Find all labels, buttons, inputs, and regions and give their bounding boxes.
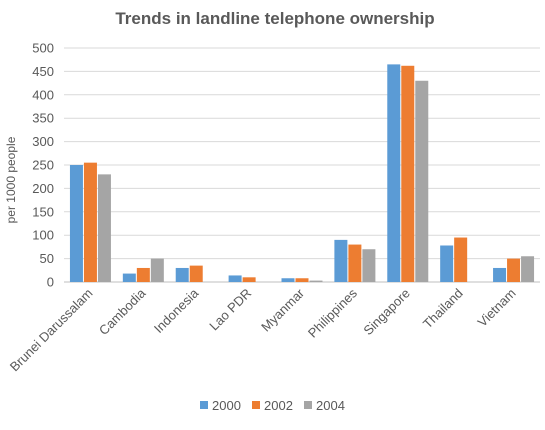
bar-2004: [97, 174, 111, 282]
chart-title: Trends in landline telephone ownership: [115, 9, 434, 28]
legend-label: 2004: [316, 398, 345, 413]
y-axis-label: per 1000 people: [4, 136, 18, 223]
x-tick-label: Vietnam: [475, 286, 519, 330]
bar-2002: [242, 277, 256, 282]
bar-2000: [228, 275, 242, 282]
y-tick-label: 0: [47, 275, 54, 290]
legend-swatch: [252, 401, 260, 409]
x-axis-ticks: Brunei Darussalam Cambodia Indonesia Lao PD…: [7, 285, 519, 374]
y-tick-label: 350: [32, 111, 54, 126]
bar-2000: [387, 64, 401, 282]
legend-swatch: [304, 401, 312, 409]
legend-swatch: [200, 401, 208, 409]
y-tick-label: 400: [32, 87, 54, 102]
bar-2002: [348, 244, 362, 282]
bar-2002: [83, 162, 97, 282]
y-tick-label: 100: [32, 228, 54, 243]
y-tick-label: 200: [32, 181, 54, 196]
bar-2000: [281, 278, 295, 282]
bar-2004: [521, 256, 535, 282]
legend-label: 2000: [212, 398, 241, 413]
gridlines: [64, 47, 540, 283]
bar-2004: [150, 258, 164, 282]
x-tick-label: Philippines: [305, 285, 360, 340]
y-tick-label: 500: [32, 41, 54, 56]
y-tick-label: 300: [32, 134, 54, 149]
bar-2000: [175, 267, 189, 282]
x-tick-label: Brunei Darussalam: [7, 286, 96, 375]
y-tick-label: 150: [32, 204, 54, 219]
bar-2002: [295, 278, 309, 282]
x-tick-label: Lao PDR: [206, 286, 254, 334]
bar-2000: [440, 245, 454, 282]
legend: 2000 2002 2004: [200, 398, 345, 413]
bars: [69, 64, 535, 282]
legend-label: 2002: [264, 398, 293, 413]
bar-2004: [309, 280, 323, 282]
bar-2002: [454, 237, 468, 282]
x-tick-label: Cambodia: [96, 285, 149, 338]
bar-2000: [493, 267, 507, 282]
bar-2000: [69, 165, 83, 282]
x-tick-label: Singapore: [360, 286, 413, 339]
y-tick-label: 450: [32, 64, 54, 79]
bar-2002: [189, 265, 203, 282]
bar-2000: [334, 239, 348, 282]
bar-2000: [122, 273, 136, 282]
x-tick-label: Thailand: [420, 286, 466, 332]
bar-2004: [415, 80, 429, 282]
y-tick-label: 50: [40, 251, 54, 266]
bar-2004: [362, 249, 376, 282]
bar-2002: [401, 65, 415, 282]
bar-2002: [507, 258, 521, 282]
y-axis-ticks: 0 50 100 150 200 250 300 350 400 450 500: [32, 41, 54, 290]
bar-2002: [136, 267, 150, 282]
x-tick-label: Myanmar: [258, 285, 307, 334]
y-tick-label: 250: [32, 158, 54, 173]
x-tick-label: Indonesia: [151, 285, 202, 336]
